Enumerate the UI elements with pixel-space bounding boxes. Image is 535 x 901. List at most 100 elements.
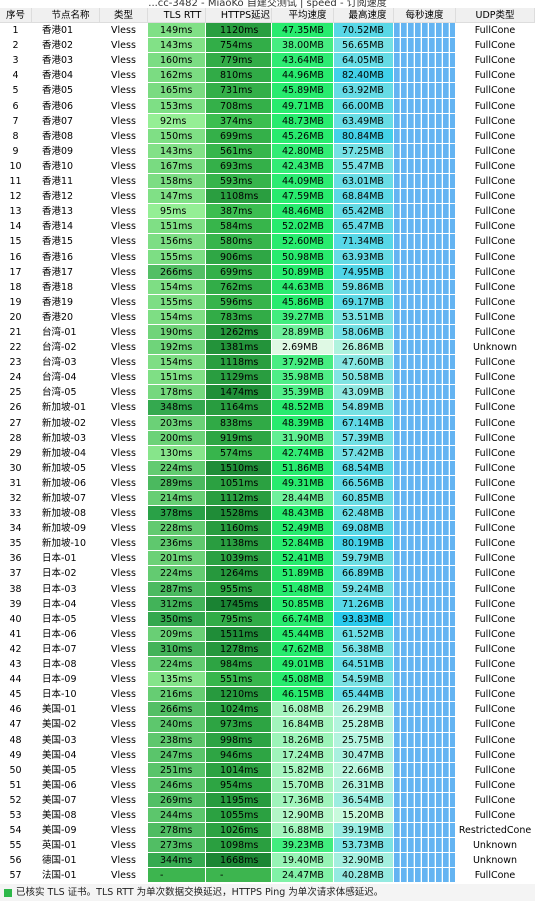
table-cell: 1264ms xyxy=(206,566,272,582)
table-cell: 42.43MB xyxy=(272,158,334,175)
table-cell: 1745ms xyxy=(206,596,272,612)
table-cell: FullCone xyxy=(456,219,535,235)
speed-sparkline xyxy=(394,174,456,190)
header-cell: 类型 xyxy=(100,8,148,24)
speed-sparkline xyxy=(394,294,456,310)
table-cell: 1026ms xyxy=(206,823,272,839)
table-cell: 47.62MB xyxy=(272,641,334,658)
table-cell: 48.46MB xyxy=(272,204,334,220)
table-cell: 46 xyxy=(0,702,32,718)
table-row: 51 美国-06 Vless 246ms 954ms 15.70MB 26.31MB Full… xyxy=(0,777,535,793)
table-cell: Vless xyxy=(100,762,148,778)
table-cell: 36 xyxy=(0,551,32,567)
table-cell: 201ms xyxy=(148,551,206,567)
table-cell: 28 xyxy=(0,430,32,446)
table-cell: 日本-01 xyxy=(32,551,100,567)
table-cell: 新加坡-04 xyxy=(32,445,100,461)
table-cell: FullCone xyxy=(456,566,535,582)
table-cell: 香港06 xyxy=(32,98,100,114)
table-row: 16 香港16 Vless 155ms 906ms 50.98MB 63.93MB FullC… xyxy=(0,249,535,265)
table-cell: - xyxy=(206,868,272,884)
table-cell: Vless xyxy=(100,430,148,446)
table-cell: 149ms xyxy=(148,23,206,39)
table-cell: - xyxy=(148,868,206,884)
table-cell: 日本-06 xyxy=(32,626,100,642)
table-cell: 25.28MB xyxy=(334,717,394,733)
table-row: 53 美国-08 Vless 244ms 1055ms 12.90MB 15.20MB Ful… xyxy=(0,807,535,824)
table-cell: 16.88MB xyxy=(272,823,334,839)
table-row: 15 香港15 Vless 156ms 580ms 52.60MB 71.34MB FullC… xyxy=(0,234,535,250)
footer: 已核实 TLS 证书。TLS RTT 为单次数据交换延迟，HTTPS Ping … xyxy=(0,884,535,901)
table-cell: 561ms xyxy=(206,143,272,159)
table-cell: 56 xyxy=(0,853,32,869)
table-cell: 日本-07 xyxy=(32,641,100,658)
header-cell: 序号 xyxy=(0,8,32,24)
table-cell: 51.89MB xyxy=(272,566,334,582)
table-cell: 56.38MB xyxy=(334,641,394,658)
table-cell: 147ms xyxy=(148,189,206,205)
table-cell: 53.73MB xyxy=(334,838,394,854)
speed-sparkline xyxy=(394,702,456,718)
table-row: 33 新加坡-08 Vless 378ms 1528ms 48.43MB 62.48MB Fu… xyxy=(0,506,535,522)
table-cell: 160ms xyxy=(148,53,206,69)
table-cell: 11 xyxy=(0,174,32,190)
table-cell: 580ms xyxy=(206,234,272,250)
table-cell: 48.52MB xyxy=(272,400,334,416)
table-cell: 155ms xyxy=(148,294,206,310)
table-cell: 1195ms xyxy=(206,792,272,808)
table-cell: 15.20MB xyxy=(334,807,394,824)
table-cell: 795ms xyxy=(206,611,272,627)
table-cell: 美国-03 xyxy=(32,732,100,748)
table-cell: 57.42MB xyxy=(334,445,394,461)
table-cell: 955ms xyxy=(206,581,272,597)
table-cell: 45.89MB xyxy=(272,83,334,99)
table-cell: 71.26MB xyxy=(334,596,394,612)
speed-sparkline xyxy=(394,657,456,673)
table-row: 32 新加坡-07 Vless 214ms 1112ms 28.44MB 60.85MB Fu… xyxy=(0,491,535,507)
table-cell: FullCone xyxy=(456,702,535,718)
header-cell: 最高速度 xyxy=(334,8,394,24)
table-cell: Vless xyxy=(100,672,148,688)
table-cell: 44.96MB xyxy=(272,68,334,84)
speed-sparkline xyxy=(394,53,456,69)
table-cell: 35.39MB xyxy=(272,385,334,401)
speed-sparkline xyxy=(394,551,456,567)
table-cell: 240ms xyxy=(148,717,206,733)
table-cell: 21 xyxy=(0,324,32,341)
table-cell: 1668ms xyxy=(206,853,272,869)
table-cell: 919ms xyxy=(206,430,272,446)
table-cell: 1118ms xyxy=(206,355,272,371)
table-cell: FullCone xyxy=(456,460,535,476)
table-cell: 美国-04 xyxy=(32,747,100,763)
table-cell: 日本-02 xyxy=(32,566,100,582)
table-cell: 151ms xyxy=(148,370,206,386)
table-cell: 203ms xyxy=(148,415,206,431)
table-cell: 39 xyxy=(0,596,32,612)
speed-sparkline xyxy=(394,279,456,295)
speed-sparkline xyxy=(394,732,456,748)
speed-sparkline xyxy=(394,838,456,854)
table-cell: 42.80MB xyxy=(272,143,334,159)
table-row: 54 美国-09 Vless 278ms 1026ms 16.88MB 39.19MB Res… xyxy=(0,823,535,839)
table-cell: Vless xyxy=(100,596,148,612)
table-cell: 156ms xyxy=(148,234,206,250)
table-cell: 45 xyxy=(0,687,32,703)
table-cell: Vless xyxy=(100,475,148,491)
table-cell: Vless xyxy=(100,38,148,54)
table-cell: FullCone xyxy=(456,747,535,763)
table-cell: 34 xyxy=(0,521,32,537)
table-cell: FullCone xyxy=(456,475,535,491)
table-cell: 26.29MB xyxy=(334,702,394,718)
table-cell: Vless xyxy=(100,23,148,39)
table-cell: Vless xyxy=(100,641,148,658)
table-cell: 50.85MB xyxy=(272,596,334,612)
table-cell: 28.89MB xyxy=(272,324,334,341)
table-cell: 266ms xyxy=(148,702,206,718)
table-row: 26 新加坡-01 Vless 348ms 1164ms 48.52MB 54.89MB Fu… xyxy=(0,400,535,416)
table-cell: 69.17MB xyxy=(334,294,394,310)
speed-sparkline xyxy=(394,219,456,235)
table-cell: 68.84MB xyxy=(334,189,394,205)
table-cell: 1108ms xyxy=(206,189,272,205)
table-cell: 574ms xyxy=(206,445,272,461)
speed-sparkline xyxy=(394,611,456,627)
